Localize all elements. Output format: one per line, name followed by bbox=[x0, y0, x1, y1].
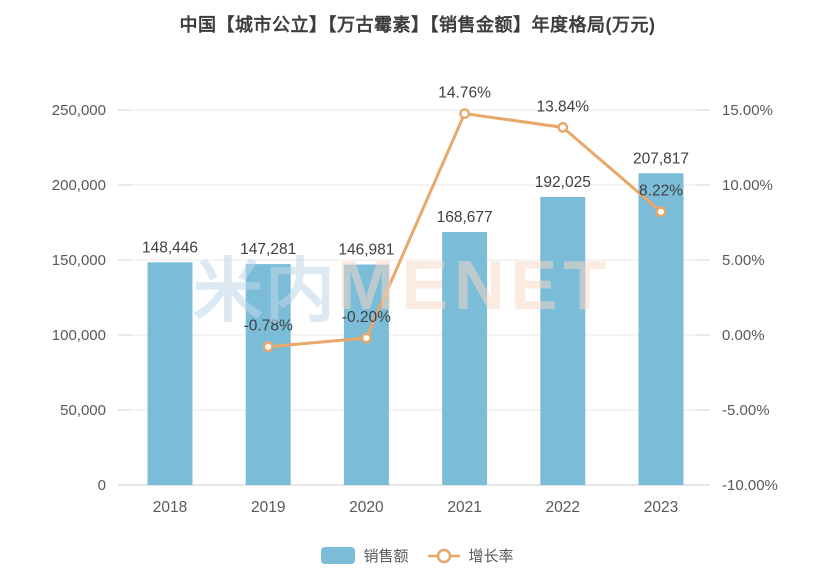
sales-value-label: 192,025 bbox=[535, 174, 591, 191]
left-axis-tick-label: 0 bbox=[98, 477, 106, 494]
sales-bar-2021[interactable] bbox=[442, 231, 488, 485]
sales-bar-2018[interactable] bbox=[147, 262, 193, 485]
left-axis-tick-label: 250,000 bbox=[52, 102, 106, 119]
growth-line-icon bbox=[427, 548, 460, 563]
right-axis-tick-label: 15.00% bbox=[722, 102, 773, 119]
x-axis-label-2018: 2018 bbox=[153, 499, 187, 516]
growth-value-label: 14.76% bbox=[438, 85, 491, 102]
sales-value-label: 207,817 bbox=[633, 150, 689, 167]
legend-item-growth[interactable]: 增长率 bbox=[427, 545, 514, 566]
sales-bar-2019[interactable] bbox=[245, 264, 291, 485]
sales-value-label: 146,981 bbox=[338, 242, 394, 259]
x-axis-label-2021: 2021 bbox=[447, 499, 481, 516]
right-axis-tick-label: -10.00% bbox=[722, 477, 778, 494]
sales-bar-2023[interactable] bbox=[638, 173, 684, 485]
right-axis-tick-label: 5.00% bbox=[722, 252, 765, 269]
left-axis-tick-label: 50,000 bbox=[60, 402, 106, 419]
legend-growth-label: 增长率 bbox=[468, 548, 514, 565]
sales-value-label: 148,446 bbox=[142, 239, 198, 256]
growth-marker-2019[interactable] bbox=[262, 341, 274, 353]
sales-bar-2022[interactable] bbox=[540, 196, 586, 485]
sales-bar-2020[interactable] bbox=[343, 264, 389, 485]
left-axis-tick-label: 100,000 bbox=[52, 327, 106, 344]
right-axis-tick-label: 0.00% bbox=[722, 327, 765, 344]
sales-series-swatch bbox=[321, 547, 356, 564]
plot-area: 250,000 15.00% 200,000 10.00% 150,000 5.00% 10… bbox=[52, 85, 778, 516]
left-axis-tick-label: 200,000 bbox=[52, 177, 106, 194]
legend-sales-label: 销售额 bbox=[363, 548, 409, 565]
right-axis-tick-label: -5.00% bbox=[722, 402, 770, 419]
growth-value-label: -0.78% bbox=[244, 318, 293, 335]
sales-value-label: 168,677 bbox=[437, 209, 493, 226]
x-axis-label-2023: 2023 bbox=[644, 499, 678, 516]
growth-marker-2020[interactable] bbox=[360, 332, 372, 344]
growth-value-label: 13.84% bbox=[537, 98, 590, 115]
growth-marker-2023[interactable] bbox=[655, 206, 667, 218]
growth-marker-2021[interactable] bbox=[459, 108, 470, 120]
x-axis-label-2020: 2020 bbox=[349, 499, 384, 516]
legend: 销售额 增长率 bbox=[0, 545, 835, 566]
right-axis-tick-label: 10.00% bbox=[722, 177, 773, 194]
growth-value-label: 8.22% bbox=[639, 183, 683, 200]
legend-item-sales[interactable]: 销售额 bbox=[321, 545, 409, 566]
sales-value-label: 147,281 bbox=[240, 241, 296, 258]
growth-marker-2022[interactable] bbox=[557, 122, 569, 133]
x-axis-label-2022: 2022 bbox=[546, 499, 580, 516]
chart-title: 中国【城市公立】【万古霉素】【销售金额】年度格局(万元) bbox=[179, 15, 656, 35]
x-axis-label-2019: 2019 bbox=[251, 499, 285, 516]
growth-value-label: -0.20% bbox=[342, 309, 391, 326]
left-axis-tick-label: 150,000 bbox=[52, 252, 106, 269]
